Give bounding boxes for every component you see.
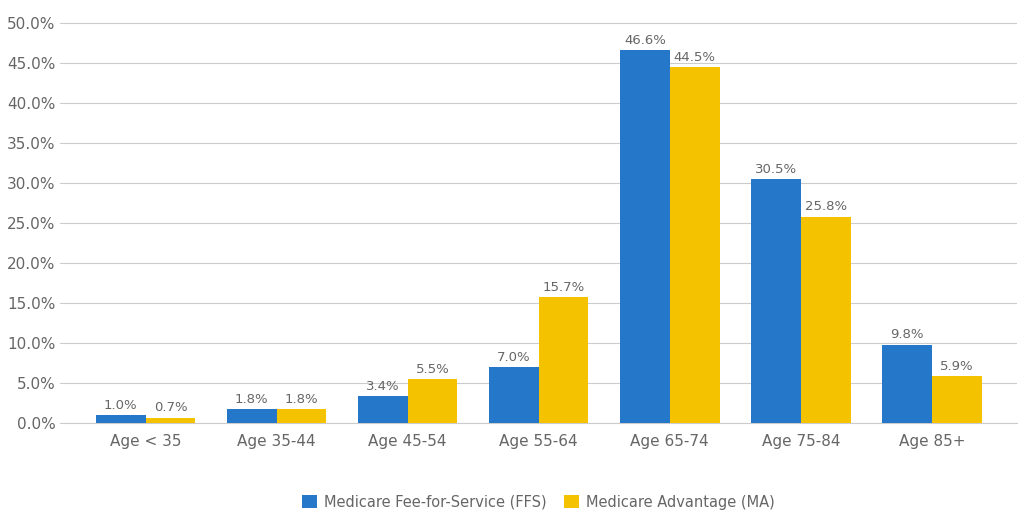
Legend: Medicare Fee-for-Service (FFS), Medicare Advantage (MA): Medicare Fee-for-Service (FFS), Medicare… [297,489,781,515]
Text: 1.0%: 1.0% [103,399,137,412]
Text: 3.4%: 3.4% [366,380,399,393]
Bar [882,345,932,423]
Bar [145,417,196,423]
Bar [276,409,327,423]
Text: 9.8%: 9.8% [890,329,924,342]
Text: 15.7%: 15.7% [543,281,585,294]
Text: 5.9%: 5.9% [940,360,974,373]
Bar [932,376,982,423]
Bar [226,409,276,423]
Bar [539,297,589,423]
Bar [620,50,670,423]
Text: 46.6%: 46.6% [624,34,666,47]
Text: 44.5%: 44.5% [674,51,716,64]
Bar [751,179,801,423]
Text: 1.8%: 1.8% [285,393,318,406]
Text: 0.7%: 0.7% [154,401,187,414]
Bar [488,367,539,423]
Bar [801,217,851,423]
Text: 5.5%: 5.5% [416,363,450,376]
Text: 30.5%: 30.5% [755,163,797,176]
Bar [95,415,145,423]
Text: 25.8%: 25.8% [805,200,847,214]
Bar [670,67,720,423]
Bar [357,396,408,423]
Text: 7.0%: 7.0% [497,351,530,364]
Text: 1.8%: 1.8% [234,393,268,406]
Bar [408,379,458,423]
